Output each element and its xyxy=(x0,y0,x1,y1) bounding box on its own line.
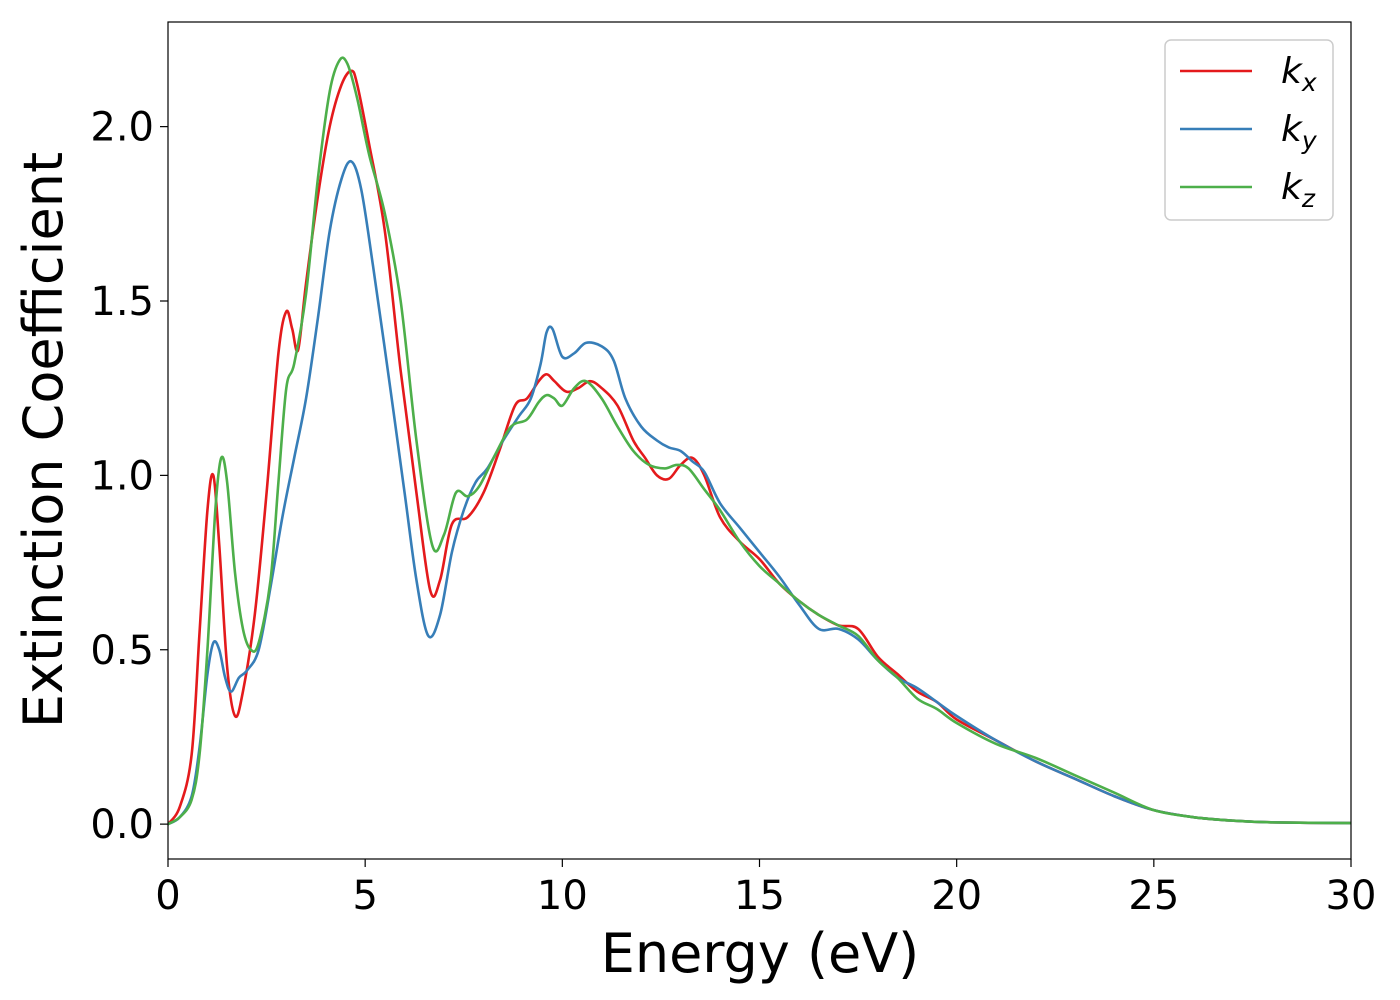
y-tick-label: 0.5 xyxy=(90,628,154,674)
y-tick-label: 1.0 xyxy=(90,453,154,499)
y-axis-title: Extinction Coefficient xyxy=(12,152,75,728)
x-tick-label: 25 xyxy=(1128,873,1179,919)
y-axis-ticks: 0.0 0.5 1.0 1.5 2.0 xyxy=(90,105,168,848)
x-tick-label: 10 xyxy=(537,873,588,919)
legend-label-kx: kx xyxy=(1281,51,1317,97)
series-layer xyxy=(168,56,1351,826)
series-line-kz xyxy=(168,56,1351,826)
y-tick-label: 1.5 xyxy=(90,279,154,325)
x-axis-ticks: 0 5 10 15 20 25 30 xyxy=(155,859,1376,919)
legend-label-ky: ky xyxy=(1281,109,1318,155)
series-line-kx xyxy=(168,69,1351,826)
x-tick-label: 30 xyxy=(1326,873,1377,919)
legend-label-kz: kz xyxy=(1281,167,1316,213)
x-axis-title: Energy (eV) xyxy=(601,922,920,985)
y-tick-label: 2.0 xyxy=(90,105,154,151)
y-tick-label: 0.0 xyxy=(90,802,154,848)
x-tick-label: 0 xyxy=(155,873,180,919)
x-tick-label: 15 xyxy=(734,873,785,919)
x-tick-label: 5 xyxy=(352,873,377,919)
x-tick-label: 20 xyxy=(931,873,982,919)
legend: kx ky kz xyxy=(1164,39,1334,221)
